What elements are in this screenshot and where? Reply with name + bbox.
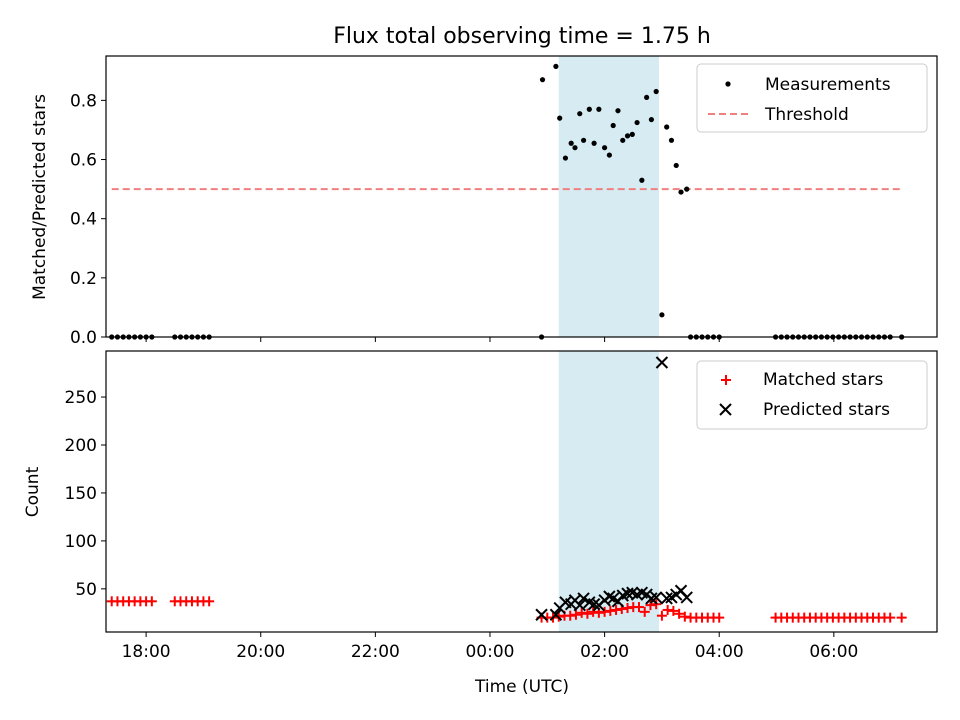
predicted-star-point: [577, 592, 590, 605]
measurement-point: [639, 177, 645, 183]
measurement-point: [659, 312, 665, 318]
top-y-tick-label: 0.6: [70, 151, 97, 171]
top-panel: Flux total observing time = 1.75 h 0.00.…: [30, 24, 938, 348]
bot-y-tick-label: 200: [65, 436, 97, 456]
bottom-legend: Matched stars Predicted stars: [696, 360, 928, 430]
bot-y-tick-label: 250: [65, 388, 97, 408]
measurement-point: [610, 122, 616, 129]
measurement-point: [606, 152, 612, 158]
top-y-ticks: 0.0 0.2 0.4 0.6 0.8: [70, 91, 106, 348]
chart-title: Flux total observing time = 1.75 h: [333, 24, 711, 49]
measurement-point: [620, 137, 626, 143]
matched-star-point: [896, 612, 907, 623]
bottom-axes-frame: [105, 350, 938, 633]
x-axis-label: Time (UTC): [474, 677, 569, 697]
measurement-point: [586, 106, 592, 112]
bot-x-tick-label: 18:00: [122, 642, 171, 662]
measurement-point: [648, 116, 655, 123]
measurement-points: [109, 63, 905, 340]
measurement-point: [539, 77, 546, 83]
measurement-point: [673, 162, 679, 169]
measurement-point: [591, 140, 597, 146]
predicted-star-point: [680, 591, 693, 604]
matched-star-point: [146, 596, 157, 607]
measurement-point: [596, 106, 602, 112]
measurement-point: [634, 119, 640, 126]
predicted-star-point: [587, 597, 601, 611]
bot-x-tick-label: 04:00: [695, 642, 744, 662]
measurement-point: [553, 63, 559, 69]
matched-star-points: [106, 596, 907, 623]
matched-legend-marker: [721, 375, 731, 385]
matched-star-point: [204, 596, 215, 607]
measurement-point: [572, 145, 578, 151]
measurement-point: [653, 88, 659, 95]
matched-star-point: [639, 606, 650, 617]
top-shaded-region: [558, 56, 660, 337]
measurement-point: [615, 108, 621, 114]
matched-star-point: [885, 612, 896, 623]
measurement-point: [557, 115, 563, 121]
bottom-x-ticks: 18:00 20:00 22:00 00:00 02:00 04:00 06:00: [122, 632, 858, 662]
predicted-legend-marker: [719, 403, 732, 416]
top-legend-frame: [696, 63, 928, 133]
top-y-tick-label: 0.2: [70, 269, 97, 289]
predicted-star-point: [573, 598, 586, 612]
top-y-tick-label: 0.0: [70, 328, 97, 348]
bottom-shaded-region: [558, 351, 660, 632]
matched-star-point: [633, 602, 644, 613]
measurement-point: [602, 145, 608, 151]
measurement-point: [577, 111, 583, 117]
measurement-point: [624, 133, 631, 139]
predicted-star-point: [649, 591, 663, 604]
legend-measurements: Measurements: [765, 75, 891, 95]
top-x-ticks: [145, 337, 835, 342]
predicted-star-point: [535, 608, 548, 621]
bottom-y-axis-label: Count: [23, 466, 43, 517]
predicted-star-points: [535, 356, 693, 621]
bot-x-tick-label: 00:00: [465, 642, 514, 662]
measurement-point: [580, 137, 587, 143]
measurement-point: [629, 131, 635, 137]
bot-x-tick-label: 02:00: [580, 642, 629, 662]
bot-y-tick-label: 100: [65, 532, 97, 552]
measurement-point: [562, 155, 569, 161]
matched-star-point: [668, 605, 679, 616]
matched-star-point: [570, 609, 581, 620]
legend-predicted-stars: Predicted stars: [763, 400, 890, 420]
bot-y-tick-label: 50: [75, 580, 97, 600]
matched-star-point: [582, 608, 593, 619]
top-legend: Measurements Threshold: [696, 63, 928, 133]
bot-x-tick-label: 06:00: [809, 642, 858, 662]
predicted-star-point: [660, 592, 673, 605]
predicted-star-point: [655, 356, 669, 369]
measurements-legend-marker: [725, 81, 731, 87]
bottom-y-ticks: 50 100 150 200 250: [65, 388, 106, 600]
matched-star-point: [674, 608, 685, 619]
top-y-tick-label: 0.8: [70, 91, 97, 111]
predicted-star-point: [549, 608, 563, 621]
legend-threshold: Threshold: [764, 105, 849, 125]
measurement-point: [644, 94, 650, 101]
measurement-point: [668, 137, 675, 143]
matched-star-point: [656, 610, 667, 621]
legend-matched-stars: Matched stars: [763, 370, 883, 390]
top-axes-frame: [105, 55, 938, 338]
bottom-legend-frame: [696, 360, 928, 430]
bot-y-tick-label: 150: [65, 484, 97, 504]
matched-star-point: [714, 612, 725, 623]
top-y-tick-label: 0.4: [70, 210, 97, 230]
measurement-point: [664, 124, 670, 130]
measurement-point: [678, 189, 684, 195]
predicted-star-point: [603, 590, 616, 603]
measurement-point: [684, 186, 690, 192]
measurement-point: [568, 140, 574, 146]
top-y-axis-label: Matched/Predicted stars: [30, 94, 50, 300]
predicted-star-point: [645, 592, 658, 605]
bottom-panel: 50 100 150 200 250 18:00 20:00 22:00 00:00 02:00…: [23, 350, 938, 697]
bot-x-tick-label: 20:00: [236, 642, 285, 662]
bot-x-tick-label: 22:00: [351, 642, 400, 662]
